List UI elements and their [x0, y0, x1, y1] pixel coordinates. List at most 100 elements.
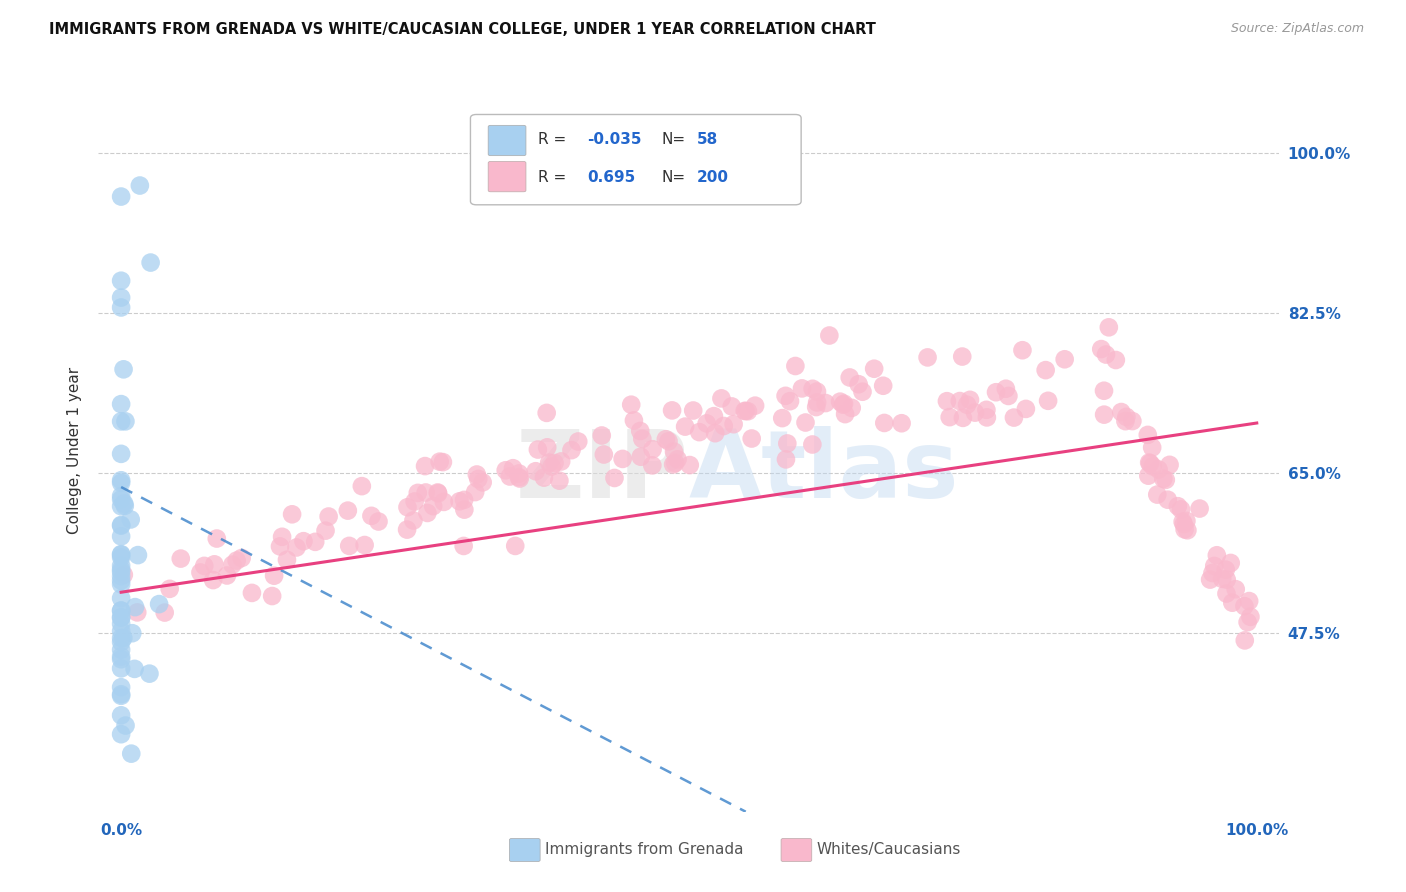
Point [949, 394, 972, 409]
Point [1174, 522, 1197, 536]
Point [959, 392, 981, 407]
Point [110, 274, 132, 288]
Point [737, 404, 759, 418]
Point [848, 377, 870, 392]
Y-axis label: College, Under 1 year: College, Under 1 year [67, 367, 83, 534]
Point [426, 485, 449, 500]
Point [1152, 472, 1174, 486]
Point [110, 708, 132, 723]
Point [215, 568, 238, 582]
Point [112, 362, 135, 376]
Point [1215, 586, 1237, 600]
Point [655, 432, 678, 446]
Point [661, 403, 683, 417]
Point [221, 558, 243, 572]
Point [271, 530, 294, 544]
Point [1211, 572, 1233, 586]
Point [628, 424, 651, 438]
Text: Source: ZipAtlas.com: Source: ZipAtlas.com [1230, 22, 1364, 36]
Point [775, 452, 797, 467]
Point [304, 534, 326, 549]
Point [1053, 352, 1076, 367]
Point [1233, 633, 1256, 648]
Point [285, 541, 308, 555]
Point [723, 417, 745, 432]
Point [997, 389, 1019, 403]
Point [110, 616, 132, 631]
Point [801, 382, 824, 396]
Point [662, 458, 685, 472]
Point [533, 470, 555, 484]
Point [225, 553, 247, 567]
Point [790, 381, 813, 395]
Point [465, 467, 488, 482]
Point [1105, 353, 1128, 368]
Point [205, 532, 228, 546]
Point [427, 486, 450, 500]
Text: 200: 200 [697, 169, 730, 185]
Point [1015, 401, 1038, 416]
Point [429, 455, 451, 469]
Point [543, 456, 565, 470]
Point [112, 496, 135, 510]
Point [785, 359, 807, 373]
Point [890, 416, 912, 430]
Point [1095, 347, 1118, 361]
Point [984, 385, 1007, 400]
Point [1170, 502, 1192, 516]
Text: R =: R = [537, 132, 571, 147]
Point [1111, 405, 1133, 419]
Point [110, 492, 132, 507]
Point [453, 539, 475, 553]
Text: R =: R = [537, 169, 576, 185]
Point [630, 450, 652, 464]
Text: 58: 58 [697, 132, 718, 147]
Point [1236, 615, 1258, 629]
Point [830, 394, 852, 409]
Point [110, 635, 132, 649]
Point [1114, 414, 1136, 428]
Point [1204, 558, 1226, 573]
Point [350, 479, 373, 493]
Text: Whites/Caucasians: Whites/Caucasians [817, 842, 960, 857]
Point [1157, 492, 1180, 507]
Point [281, 508, 304, 522]
Point [1237, 594, 1260, 608]
Point [838, 370, 860, 384]
Text: Atlas: Atlas [689, 426, 959, 518]
Point [495, 463, 517, 477]
Point [994, 382, 1017, 396]
Point [1215, 563, 1237, 577]
Point [202, 573, 225, 587]
FancyBboxPatch shape [488, 126, 526, 156]
Point [641, 458, 664, 473]
Point [170, 551, 193, 566]
Point [567, 434, 589, 449]
Point [873, 416, 896, 430]
Point [509, 472, 531, 486]
Point [120, 512, 142, 526]
Point [262, 589, 284, 603]
Point [963, 406, 986, 420]
Point [453, 502, 475, 516]
Point [664, 456, 686, 470]
Point [1147, 462, 1170, 476]
Text: Immigrants from Grenada: Immigrants from Grenada [546, 842, 744, 857]
Point [110, 518, 132, 533]
Point [110, 301, 132, 315]
Point [1219, 556, 1241, 570]
Point [353, 538, 375, 552]
Point [110, 689, 132, 703]
Point [1137, 468, 1160, 483]
Point [114, 414, 136, 428]
Point [1136, 428, 1159, 442]
Point [110, 500, 132, 514]
Point [536, 406, 558, 420]
Point [110, 680, 132, 694]
Text: ZIP: ZIP [516, 426, 689, 518]
Point [548, 474, 571, 488]
Point [124, 600, 146, 615]
Point [110, 550, 132, 565]
Point [148, 597, 170, 611]
Point [110, 563, 132, 577]
